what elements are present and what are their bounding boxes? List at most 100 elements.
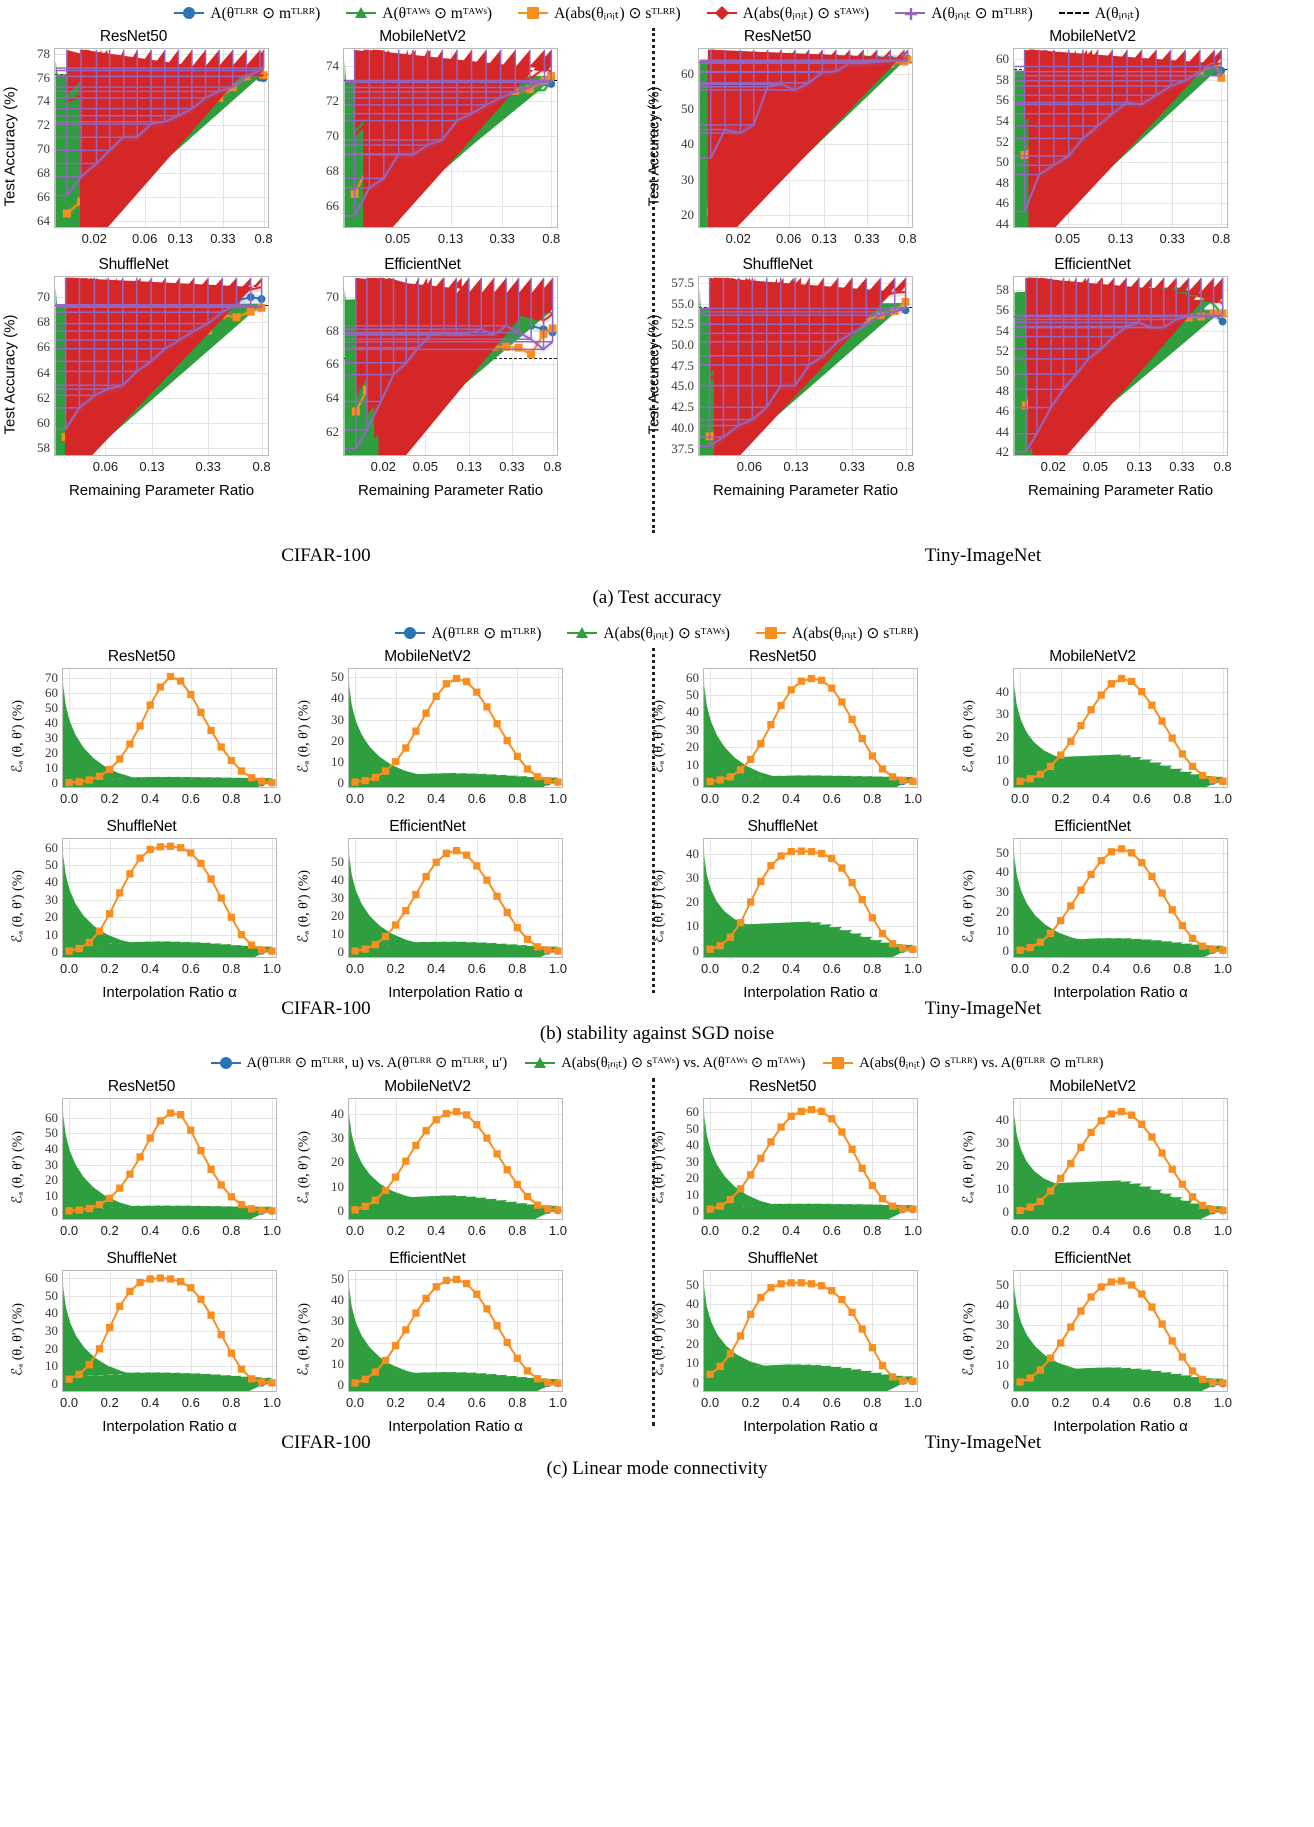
- subplot-title: EfficientNet: [1054, 1250, 1131, 1267]
- gridline-h: [699, 282, 912, 284]
- gridline-h: [704, 1145, 917, 1147]
- x-tick-label: 0.8: [252, 459, 271, 474]
- x-tick-label: 0.13: [783, 459, 809, 474]
- y-tick-label: 10: [686, 1355, 699, 1371]
- y-tick-label: 40: [331, 1292, 344, 1308]
- subplot-title: ResNet50: [107, 648, 176, 665]
- y-tick-label: 74: [37, 93, 50, 109]
- x-tick-label: 0.0: [346, 1223, 365, 1238]
- x-tick-label: 0.13: [811, 231, 837, 246]
- legend-absinit-aws[interactable]: A(abs(θᵢₙᵢₜ) ⊙ sᵀᴬᵂˢ): [706, 4, 869, 23]
- gridline-h: [63, 882, 276, 884]
- legend-lrr-mask[interactable]: A(θᵀᴸᴿᴿ ⊙ mᵀᴸᴿᴿ): [174, 4, 320, 23]
- gridline-h: [344, 206, 557, 208]
- y-tick-label: 0: [692, 1203, 700, 1219]
- gridline-h: [1014, 1285, 1227, 1286]
- x-tick-label: 0.6: [181, 1395, 200, 1410]
- gridline-v: [190, 1271, 192, 1391]
- subplot-title: ResNet50: [748, 1078, 817, 1095]
- legend-absinit-lrr[interactable]: A(abs(θᵢₙᵢₜ) ⊙ sᵀᴸᴿᴿ): [518, 4, 681, 23]
- x-tick-label: 0.2: [100, 1223, 119, 1238]
- y-tick-label: 66: [326, 198, 339, 214]
- y-tick-label: 50.0: [671, 337, 694, 353]
- gridline-h: [63, 917, 276, 919]
- y-tick-label: 70: [37, 141, 50, 157]
- series-layer: [704, 674, 917, 787]
- y-tick-label: 56: [996, 92, 1009, 108]
- y-tick-label: 72: [37, 117, 50, 133]
- legend-init-mask[interactable]: A(θᵢₙᵢₜ ⊙ mᵀᴸᴿᴿ): [895, 4, 1033, 23]
- dataset-label-right-c: Tiny-ImageNet: [924, 1432, 1042, 1453]
- x-tick-label: 0.8: [1173, 1223, 1192, 1238]
- x-tick-label: 0.0: [60, 961, 79, 976]
- y-tick-label: 47.5: [671, 357, 694, 373]
- y-tick-label: 66: [37, 339, 50, 355]
- gridline-h: [344, 171, 557, 173]
- gridline-v: [150, 669, 152, 787]
- y-tick-label: 20: [996, 1337, 1009, 1352]
- legend-aws-mask[interactable]: A(θᵀᴬᵂˢ ⊙ mᵀᴬᵂˢ): [346, 4, 492, 23]
- gridline-h: [63, 1313, 276, 1315]
- legend-marker-diam: [706, 5, 737, 21]
- x-tick-label: 1.0: [262, 791, 281, 806]
- legend-marker-dashed: [1058, 6, 1089, 20]
- gridline-v: [557, 1099, 559, 1219]
- gridline-v: [872, 1099, 874, 1219]
- gridline-h: [55, 172, 268, 174]
- y-tick-label: 20: [686, 1335, 699, 1351]
- x-tick-label: 1.0: [1213, 961, 1232, 976]
- gridline-h: [349, 862, 562, 864]
- legend-b-absinit-aws[interactable]: A(abs(θᵢₙᵢₜ) ⊙ sᵀᴬᵂˢ): [567, 624, 730, 643]
- series-layer: [63, 1274, 276, 1391]
- x-tick-label: 0.2: [386, 1223, 405, 1238]
- y-tick-label: 40: [996, 864, 1009, 880]
- x-tick-label: 0.05: [1054, 231, 1081, 246]
- dataset-label-left-b: CIFAR-100: [281, 998, 371, 1019]
- legend-label: A(abs(θᵢₙᵢₜ) ⊙ sᵀᴬᵂˢ): [603, 624, 730, 642]
- panel-c-lmc: A(θᵀᴸᴿᴿ ⊙ mᵀᴸᴿᴿ, u) vs. A(θᵀᴸᴿᴿ ⊙ mᵀᴸᴿᴿ,…: [0, 1050, 1314, 1500]
- legend-c-aws-vs-aws[interactable]: A(abs(θᵢₙᵢₜ) ⊙ sᵀᴬᵂˢ) vs. A(θᵀᴬᵂˢ ⊙ mᵀᴬᵂ…: [525, 1055, 805, 1072]
- y-tick-label: 30: [686, 721, 699, 737]
- x-tick-label: 0.0: [60, 1223, 79, 1238]
- series-layer: [349, 674, 562, 787]
- x-tick-label: 0.4: [782, 1395, 801, 1410]
- legend-c-lrr-vs-lrr2[interactable]: A(abs(θᵢₙᵢₜ) ⊙ sᵀᴸᴿᴿ) vs. A(θᵀᴸᴿᴿ ⊙ mᵀᴸᴿ…: [823, 1055, 1103, 1072]
- x-tick-label: 1.0: [262, 961, 281, 976]
- x-tick-label: 0.6: [467, 1395, 486, 1410]
- gridline-v: [791, 1271, 793, 1391]
- y-tick-label: 50: [996, 1277, 1009, 1292]
- legend-init-baseline[interactable]: A(θᵢₙᵢₜ): [1058, 4, 1140, 23]
- gridline-h: [1014, 1325, 1227, 1326]
- x-tick-label: 0.6: [1132, 1395, 1151, 1410]
- gridline-v: [231, 1099, 233, 1219]
- legend-b-absinit-lrr[interactable]: A(abs(θᵢₙᵢₜ) ⊙ sᵀᴸᴿᴿ): [755, 624, 919, 643]
- gridline-h: [1014, 911, 1227, 913]
- gridline-v: [517, 669, 519, 787]
- y-tick-label: 10: [996, 923, 1009, 939]
- x-tick-label: 1.0: [903, 791, 922, 806]
- gridline-h: [704, 902, 917, 904]
- x-tick-label: 0.33: [1169, 459, 1195, 474]
- legend-c-lrr-vs-lrr[interactable]: A(θᵀᴸᴿᴿ ⊙ mᵀᴸᴿᴿ, u) vs. A(θᵀᴸᴿᴿ ⊙ mᵀᴸᴿᴿ,…: [210, 1055, 507, 1072]
- y-axis-label: ℰₐ (θ, θ′) (%): [296, 869, 312, 944]
- gridline-v: [551, 49, 553, 227]
- y-tick-label: 56: [996, 302, 1009, 318]
- gridline-v: [109, 839, 111, 957]
- y-tick-label: 50: [686, 1276, 699, 1292]
- y-tick-label: 50: [45, 1125, 58, 1141]
- x-tick-label: 0.4: [427, 961, 446, 976]
- x-tick-label: 0.2: [741, 791, 760, 806]
- gridline-v: [517, 839, 519, 957]
- y-tick-label: 42: [996, 443, 1009, 459]
- gridline-h: [344, 431, 557, 433]
- x-axis-label: Interpolation Ratio α: [102, 1418, 237, 1435]
- gridline-v: [395, 1271, 397, 1391]
- y-tick-label: 66: [37, 188, 50, 204]
- x-tick-label: 0.0: [60, 1395, 79, 1410]
- gridline-h: [55, 448, 268, 450]
- legend-b-lrr-mask[interactable]: A(θᵀᴸᴿᴿ ⊙ mᵀᴸᴿᴿ): [395, 624, 541, 643]
- gridline-v: [905, 277, 907, 455]
- gridline-h: [63, 753, 276, 754]
- gridline-h: [63, 1117, 276, 1119]
